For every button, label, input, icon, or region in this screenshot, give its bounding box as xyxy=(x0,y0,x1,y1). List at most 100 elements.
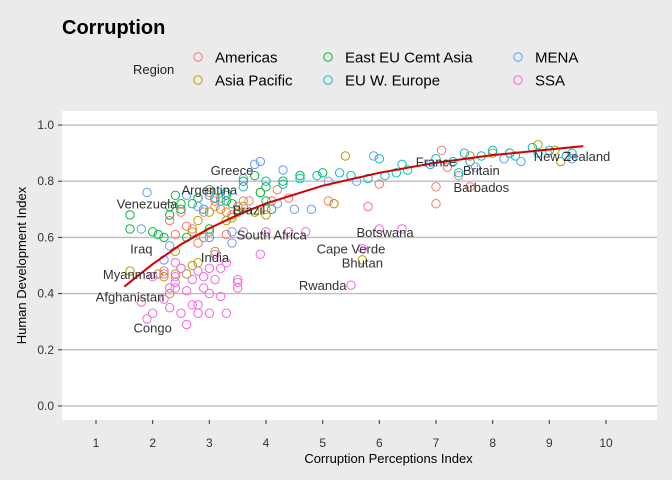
country-label: Argentina xyxy=(182,183,238,198)
scatter-point xyxy=(221,187,232,198)
scatter-point xyxy=(204,263,215,274)
scatter-point xyxy=(255,249,266,259)
scatter-point xyxy=(442,162,453,172)
scatter-point xyxy=(159,294,169,304)
scatter-point xyxy=(164,288,175,299)
scatter-point xyxy=(170,257,181,268)
scatter-point xyxy=(232,201,243,212)
scatter-point xyxy=(187,274,198,285)
x-tick-label: 2 xyxy=(149,436,156,450)
y-tick-label: 0.2 xyxy=(37,343,54,357)
scatter-point xyxy=(193,238,203,248)
scatter-point xyxy=(187,227,198,237)
scatter-point xyxy=(227,238,237,248)
scatter-point xyxy=(346,280,356,290)
x-tick-label: 4 xyxy=(263,436,270,450)
scatter-point xyxy=(125,210,135,220)
scatter-point xyxy=(187,199,198,209)
scatter-point xyxy=(232,277,243,288)
scatter-point xyxy=(181,319,192,330)
scatter-point xyxy=(210,274,220,285)
scatter-point xyxy=(261,227,271,237)
country-label: Rwanda xyxy=(299,278,347,293)
scatter-point xyxy=(249,159,260,170)
country-label: Myanmar xyxy=(103,267,158,282)
scatter-point xyxy=(187,224,198,234)
x-tick-label: 3 xyxy=(206,436,213,450)
scatter-point xyxy=(312,170,322,181)
scatter-point xyxy=(261,182,271,192)
country-label: Botswana xyxy=(356,225,414,240)
country-label: Venezuela xyxy=(117,197,178,212)
scatter-point xyxy=(125,266,135,276)
x-tick-label: 7 xyxy=(433,436,440,450)
scatter-point xyxy=(204,308,215,318)
scatter-point xyxy=(278,165,288,175)
scatter-point xyxy=(215,263,226,274)
country-label: Cape Verde xyxy=(317,242,386,257)
scatter-point xyxy=(244,196,254,206)
legend-label: East EU Cemt Asia xyxy=(345,50,473,67)
scatter-point xyxy=(204,207,215,217)
scatter-point xyxy=(142,187,152,198)
x-tick-label: 8 xyxy=(489,436,496,450)
scatter-point xyxy=(164,201,175,212)
scatter-point xyxy=(170,229,181,240)
scatter-point xyxy=(340,151,351,161)
scatter-point xyxy=(210,246,220,257)
scatter-point xyxy=(215,193,226,203)
country-label: Congo xyxy=(134,320,172,335)
scatter-point xyxy=(397,224,407,234)
x-axis-ticks: 1 2 3 4 5 6 7 8 9 10 xyxy=(93,420,613,450)
scatter-point xyxy=(215,196,226,206)
scatter-point xyxy=(453,170,464,181)
scatter-point xyxy=(181,286,192,296)
x-tick-label: 5 xyxy=(319,436,326,450)
scatter-point xyxy=(125,224,135,234)
scatter-point xyxy=(261,210,271,220)
scatter-point xyxy=(255,156,266,167)
x-tick-label: 9 xyxy=(546,436,553,450)
scatter-point xyxy=(278,176,288,186)
scatter-point xyxy=(221,215,232,226)
x-tick-label: 1 xyxy=(93,436,100,450)
scatter-point xyxy=(227,199,237,209)
scatter-point xyxy=(272,184,283,195)
scatter-point xyxy=(470,162,481,172)
country-label: New Zealand xyxy=(534,149,611,164)
scatter-point xyxy=(176,263,186,274)
scatter-point xyxy=(193,308,203,318)
scatter-point xyxy=(210,196,220,206)
x-tick-label: 10 xyxy=(599,436,613,450)
scatter-point xyxy=(221,229,232,240)
scatter-point xyxy=(193,266,203,276)
country-label: Afghanistan xyxy=(96,289,165,304)
scatter-point xyxy=(147,308,158,318)
scatter-point xyxy=(555,156,566,167)
scatter-point xyxy=(238,227,249,237)
y-tick-label: 0.8 xyxy=(37,174,54,188)
scatter-point xyxy=(431,182,441,192)
country-label: South Africa xyxy=(237,228,308,243)
scatter-point xyxy=(221,308,232,318)
scatter-point xyxy=(159,272,169,282)
scatter-point xyxy=(136,297,147,307)
scatter-point xyxy=(391,168,402,178)
country-label: India xyxy=(201,250,230,265)
country-label: Barbados xyxy=(454,180,510,195)
scatter-point xyxy=(533,148,543,158)
scatter-point xyxy=(295,173,305,184)
legend-key xyxy=(513,52,523,62)
legend-key xyxy=(513,75,523,85)
legend-key xyxy=(193,75,203,85)
x-axis-title: Corruption Perceptions Index xyxy=(304,451,473,466)
scatter-point xyxy=(136,224,147,234)
scatter-point xyxy=(187,260,198,271)
scatter-point xyxy=(238,196,249,206)
legend-label: EU W. Europe xyxy=(345,73,440,90)
scatter-point xyxy=(238,201,249,212)
scatter-point xyxy=(181,269,192,279)
scatter-point xyxy=(204,187,215,198)
plot-panel xyxy=(62,111,657,420)
